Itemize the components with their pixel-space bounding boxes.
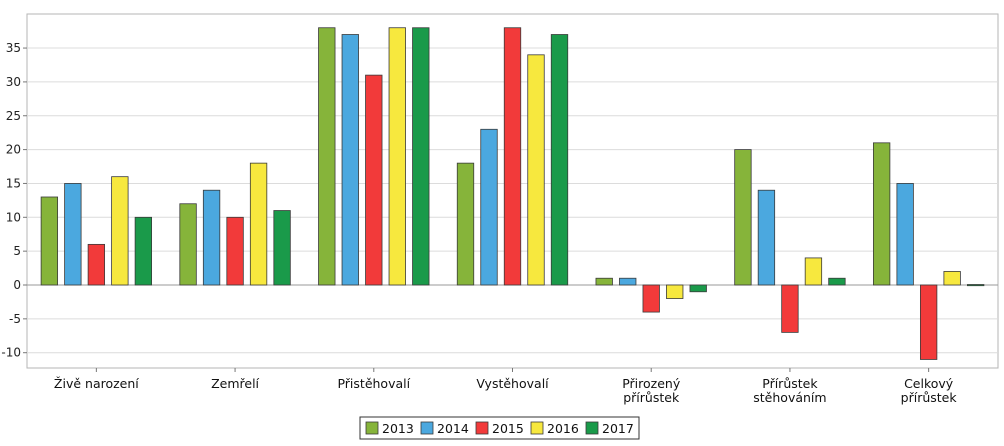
bar-2016-6: [943, 271, 961, 286]
bar-2014-3: [480, 128, 498, 286]
legend-swatch-2013: [365, 421, 379, 435]
bar-2016-3: [527, 54, 545, 286]
bar-2014-5: [757, 189, 776, 286]
bar-2013-6: [872, 142, 891, 286]
bar-2014-6: [896, 183, 914, 286]
bar-2013-2: [318, 27, 336, 286]
bar-2014-4: [619, 277, 637, 286]
bar-2014-2: [341, 34, 359, 286]
x-category-label: Živě narození: [54, 376, 139, 391]
y-tick-label: 0: [13, 278, 21, 292]
bars: [40, 27, 985, 360]
bar-2017-5: [828, 277, 846, 286]
y-tick-label: 5: [13, 244, 21, 258]
bar-2017-4: [689, 284, 707, 293]
x-category-label: Celkový: [904, 376, 954, 391]
legend: 2013 2014 2015 2016 2017: [359, 416, 640, 440]
bar-2013-5: [734, 149, 752, 286]
bar-2016-2: [388, 27, 406, 286]
bar-2016-5: [804, 257, 823, 286]
x-category-label: Přirozený: [622, 376, 681, 391]
bar-2014-1: [202, 189, 221, 286]
bar-2013-0: [40, 196, 59, 286]
legend-swatch-2017: [585, 421, 599, 435]
bar-2014-0: [64, 183, 82, 286]
bar-2016-1: [249, 162, 268, 286]
legend-swatch-2016: [530, 421, 544, 435]
bar-2017-2: [412, 27, 430, 286]
y-tick-label: 10: [6, 210, 21, 224]
x-category-label: přírůstek: [901, 390, 958, 405]
bar-2015-0: [87, 243, 106, 286]
bar-2015-1: [226, 216, 244, 286]
bar-2016-0: [111, 176, 129, 286]
y-tick-label: 35: [6, 41, 21, 55]
legend-label: 2017: [602, 421, 634, 436]
y-tick-label: 25: [6, 109, 21, 123]
legend-label: 2015: [492, 421, 524, 436]
x-category-label: Přírůstek: [762, 376, 818, 391]
y-axis: -10 -5 0 5 10 15 20 25 30 35: [1, 41, 27, 360]
y-tick-label: 30: [6, 75, 21, 89]
x-category-label: stěhováním: [753, 390, 826, 405]
y-tick-label: 15: [6, 176, 21, 190]
bar-2016-4: [666, 284, 684, 299]
x-category-label: Přistěhovalí: [337, 376, 410, 391]
bar-2013-4: [595, 277, 613, 286]
bar-2013-1: [179, 203, 197, 286]
bar-2013-3: [456, 162, 475, 286]
y-tick-label: -10: [1, 346, 21, 360]
bar-2017-3: [550, 34, 569, 286]
x-axis: Živě narození Zemřelí Přistěhovalí Vystěhov…: [54, 368, 957, 405]
legend-swatch-2015: [475, 421, 489, 435]
bar-2015-3: [503, 27, 522, 286]
x-category-label: Zemřelí: [211, 376, 259, 391]
bar-2017-1: [273, 210, 291, 286]
y-tick-label: 20: [6, 143, 21, 157]
y-tick-label: -5: [9, 312, 21, 326]
bar-2017-0: [134, 216, 153, 286]
legend-label: 2013: [382, 421, 414, 436]
bar-2015-6: [919, 284, 938, 360]
bar-2017-6: [966, 284, 985, 287]
bar-2015-5: [781, 284, 799, 333]
bar-2015-2: [365, 74, 383, 286]
x-category-label: přírůstek: [623, 390, 680, 405]
bar-2015-4: [642, 284, 660, 313]
x-category-label: Vystěhovalí: [476, 376, 549, 391]
legend-swatch-2014: [420, 421, 434, 435]
legend-label: 2014: [437, 421, 469, 436]
legend-label: 2016: [547, 421, 579, 436]
